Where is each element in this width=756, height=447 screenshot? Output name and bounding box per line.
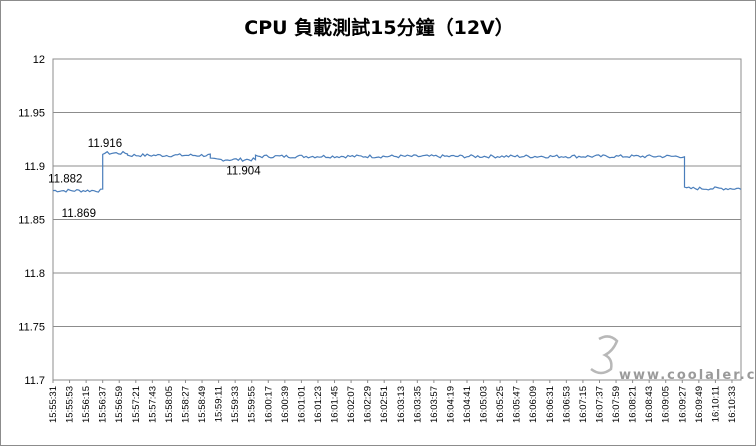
x-tick-label: 15:59:11 — [214, 386, 225, 422]
x-tick-label: 15:59:55 — [247, 386, 258, 423]
x-tick-label: 15:59:33 — [230, 386, 241, 423]
x-tick-label: 15:57:21 — [131, 386, 142, 423]
y-axis-tick-labels: 12 11.95 11.9 11.85 11.8 11.75 11.7 — [18, 54, 45, 387]
x-tick-label: 16:04:41 — [462, 386, 473, 423]
x-tick-label: 16:07:59 — [611, 386, 622, 423]
y-tick-label: 11.95 — [18, 108, 45, 120]
y-tick-label: 11.7 — [24, 375, 45, 387]
plot-area-border — [52, 58, 742, 381]
x-tick-label: 16:09:49 — [694, 386, 705, 423]
x-tick-label: 16:05:47 — [512, 386, 523, 423]
x-tick-label: 15:56:37 — [98, 386, 109, 423]
data-label: 11.869 — [62, 208, 96, 220]
x-tick-label: 16:02:29 — [363, 386, 374, 423]
x-tick-label: 16:08:21 — [628, 386, 639, 423]
y-tick-label: 11.8 — [24, 268, 45, 280]
gridlines — [52, 112, 741, 383]
x-tick-label: 16:06:31 — [545, 386, 556, 423]
chart-title: CPU 負載測試15分鐘（12V） — [244, 16, 514, 39]
y-tick-label: 11.75 — [18, 322, 45, 334]
x-axis-tick-labels: 15:55:31 15:55:53 15:56:15 15:56:37 15:56:59… — [48, 386, 738, 423]
x-tick-label: 16:04:19 — [445, 386, 456, 423]
y-tick-label: 12 — [33, 54, 45, 66]
watermark-logo: www.coolaler.com — [590, 335, 756, 383]
watermark-text: www.coolaler.com — [619, 368, 756, 383]
x-tick-label: 16:08:43 — [644, 386, 655, 423]
x-tick-label: 16:03:35 — [412, 386, 423, 423]
data-labels: 11.882 11.869 11.916 11.904 — [48, 138, 261, 220]
x-tick-label: 16:10:33 — [727, 386, 738, 423]
x-tick-label: 16:06:09 — [528, 386, 539, 423]
x-tick-label: 16:10:11 — [710, 386, 721, 422]
x-tick-label: 16:03:13 — [396, 386, 407, 423]
watermark-glyph — [590, 335, 619, 375]
x-tick-label: 15:58:05 — [164, 386, 175, 423]
x-tick-label: 16:03:57 — [429, 386, 440, 423]
x-tick-label: 15:58:49 — [197, 386, 208, 423]
series-line — [52, 150, 742, 193]
x-tick-label: 16:01:01 — [296, 386, 307, 423]
x-tick-label: 16:09:27 — [677, 386, 688, 423]
x-tick-label: 16:01:23 — [313, 386, 324, 423]
y-tick-label: 11.85 — [18, 215, 45, 227]
x-tick-label: 16:07:15 — [578, 386, 589, 423]
x-tick-label: 16:00:17 — [263, 386, 274, 423]
x-tick-label: 16:09:05 — [661, 386, 672, 423]
x-tick-label: 16:07:37 — [594, 386, 605, 423]
x-tick-label: 16:05:03 — [479, 386, 490, 423]
x-tick-label: 16:02:51 — [379, 386, 390, 423]
x-tick-label: 15:55:31 — [48, 386, 59, 423]
x-tick-label: 15:56:15 — [81, 386, 92, 423]
data-label: 11.882 — [48, 173, 82, 185]
x-tick-label: 16:02:07 — [346, 386, 357, 423]
series-layer — [52, 150, 742, 193]
x-tick-label: 15:55:53 — [65, 386, 76, 423]
x-tick-label: 15:56:59 — [114, 386, 125, 423]
y-tick-label: 11.9 — [24, 161, 45, 173]
x-tick-label: 16:01:45 — [330, 386, 341, 423]
x-tick-label: 15:58:27 — [180, 386, 191, 423]
x-tick-label: 16:06:53 — [561, 386, 572, 423]
x-tick-label: 16:05:25 — [495, 386, 506, 423]
data-label: 11.916 — [88, 138, 122, 150]
x-tick-label: 15:57:43 — [147, 386, 158, 423]
x-tick-label: 16:00:39 — [280, 386, 291, 423]
data-label: 11.904 — [226, 166, 261, 178]
